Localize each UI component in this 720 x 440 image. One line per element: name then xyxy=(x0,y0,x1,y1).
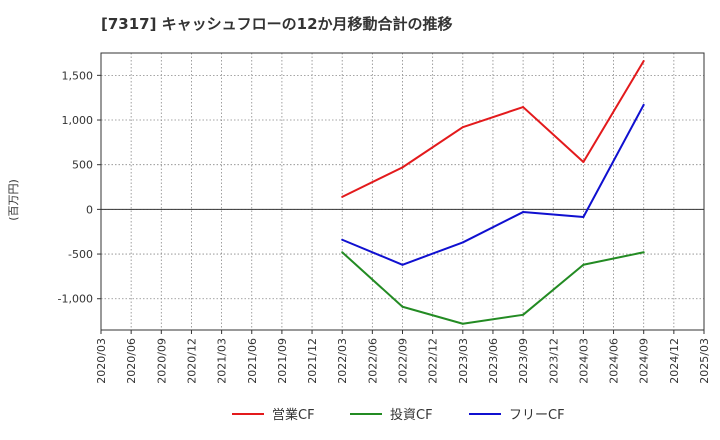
series-0-point xyxy=(582,161,585,164)
series-line-1 xyxy=(341,251,644,325)
x-tick-label: 2023/06 xyxy=(487,338,500,384)
series-1-point xyxy=(582,263,585,266)
series-1-point xyxy=(401,305,404,308)
x-tick-label: 2021/03 xyxy=(216,338,229,384)
x-tick-label: 2023/12 xyxy=(547,338,560,384)
x-tick-label: 2023/03 xyxy=(457,338,470,384)
series-layer xyxy=(341,60,645,325)
x-tick-label: 2021/06 xyxy=(246,338,259,384)
x-tick-label: 2020/06 xyxy=(125,338,138,384)
legend: 営業CF 投資CF フリーCF xyxy=(232,407,565,423)
x-axis: 2020/03 2020/06 2020/09 2020/12 2021/03 2021/… xyxy=(95,330,711,384)
series-2-point xyxy=(522,211,525,214)
series-2-point xyxy=(461,241,464,244)
y-tick-label: -500 xyxy=(68,248,93,261)
x-tick-label: 2020/12 xyxy=(185,338,198,384)
y-tick-label: 0 xyxy=(86,203,93,216)
x-tick-label: 2022/09 xyxy=(397,338,410,384)
x-tick-label: 2024/12 xyxy=(668,338,681,384)
series-2-point xyxy=(642,103,645,106)
x-tick-label: 2024/09 xyxy=(638,338,651,384)
series-0-point xyxy=(341,195,344,198)
x-tick-label: 2023/09 xyxy=(517,338,530,384)
y-tick-label: 500 xyxy=(72,159,93,172)
series-0-point xyxy=(461,126,464,129)
series-1-point xyxy=(341,251,344,254)
series-2-point xyxy=(341,238,344,241)
series-1-point xyxy=(461,322,464,325)
legend-label-2: フリーCF xyxy=(509,408,565,423)
series-0-point xyxy=(401,166,404,169)
y-axis-label: (百万円) xyxy=(7,179,20,221)
x-tick-label: 2022/06 xyxy=(366,338,379,384)
y-tick-label: 1,500 xyxy=(62,69,94,82)
series-0-point xyxy=(642,60,645,63)
y-tick-label: -1,000 xyxy=(58,293,93,306)
series-0-point xyxy=(522,106,525,109)
grid-layer xyxy=(100,53,705,330)
chart-title: [7317] キャッシュフローの12か月移動合計の推移 xyxy=(101,15,453,33)
series-2-point xyxy=(401,263,404,266)
legend-label-1: 投資CF xyxy=(390,407,433,423)
x-tick-label: 2020/03 xyxy=(95,338,108,384)
x-tick-label: 2024/06 xyxy=(608,338,621,384)
x-tick-label: 2020/09 xyxy=(155,338,168,384)
series-line-2 xyxy=(341,104,645,266)
x-tick-label: 2022/03 xyxy=(336,338,349,384)
series-1-point xyxy=(642,251,645,254)
series-line-0 xyxy=(341,60,645,198)
x-tick-label: 2025/03 xyxy=(698,338,711,384)
legend-label-0: 営業CF xyxy=(272,407,315,423)
x-tick-label: 2021/12 xyxy=(306,338,319,384)
x-tick-label: 2022/12 xyxy=(427,338,440,384)
y-tick-label: 1,000 xyxy=(62,114,94,127)
x-tick-label: 2021/09 xyxy=(276,338,289,384)
x-tick-label: 2024/03 xyxy=(577,338,590,384)
y-axis: -1,000 -500 0 500 1,000 1,500 xyxy=(58,69,101,306)
series-2-point xyxy=(582,215,585,218)
series-1-point xyxy=(522,313,525,316)
